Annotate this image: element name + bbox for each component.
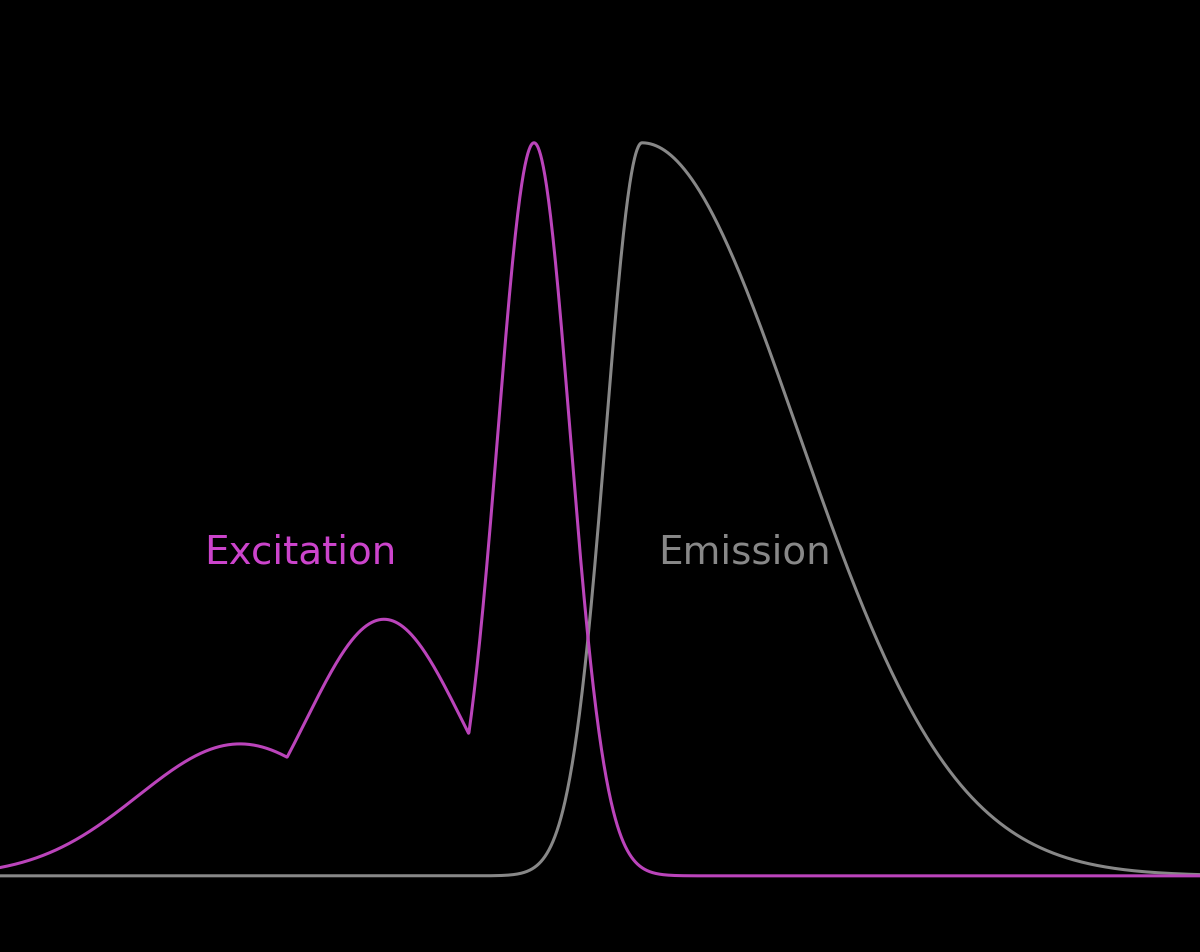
Text: Excitation: Excitation bbox=[204, 533, 396, 571]
Text: Emission: Emission bbox=[658, 533, 830, 571]
